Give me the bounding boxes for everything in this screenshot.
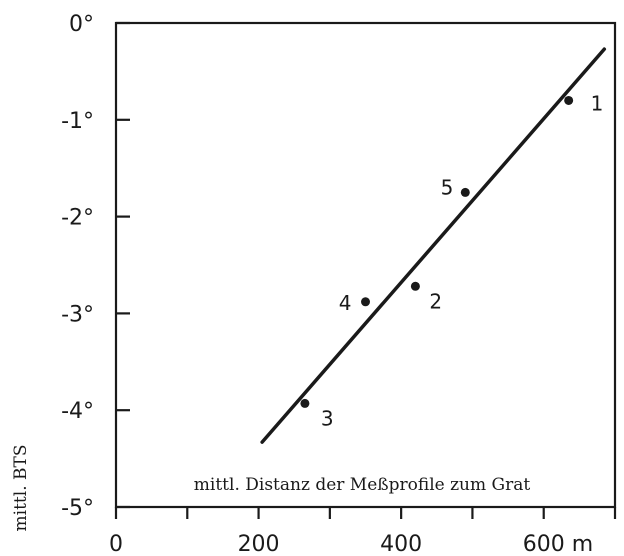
data-point-2: [410, 281, 420, 291]
y-axis-label: mittl. BTS: [11, 445, 31, 532]
y-tick-label: -4°: [61, 399, 94, 424]
point-label-4: 4: [339, 291, 352, 315]
plot-frame: [114, 21, 617, 509]
y-tick-label: -1°: [61, 109, 94, 134]
x-axis-label: mittl. Distanz der Meßprofile zum Grat: [194, 475, 531, 495]
point-label-2: 2: [429, 289, 442, 313]
point-label-1: 1: [591, 91, 604, 115]
x-tick-label: 600 m: [523, 532, 593, 556]
x-tick-label: 0: [109, 532, 123, 556]
y-tick-label: 0°: [69, 12, 94, 37]
data-point-1: [564, 95, 574, 105]
data-point-4: [361, 297, 370, 307]
data-point-5: [460, 187, 470, 197]
y-tick-label: -3°: [61, 302, 94, 327]
x-tick-label: 400: [380, 532, 422, 556]
x-tick-label: 200: [238, 532, 280, 556]
point-label-3: 3: [321, 406, 334, 430]
data-point-3: [300, 398, 310, 408]
y-tick-label: -5°: [61, 496, 94, 521]
y-tick-label: -2°: [61, 206, 94, 231]
regression-line: [260, 47, 607, 444]
point-label-5: 5: [441, 175, 454, 199]
